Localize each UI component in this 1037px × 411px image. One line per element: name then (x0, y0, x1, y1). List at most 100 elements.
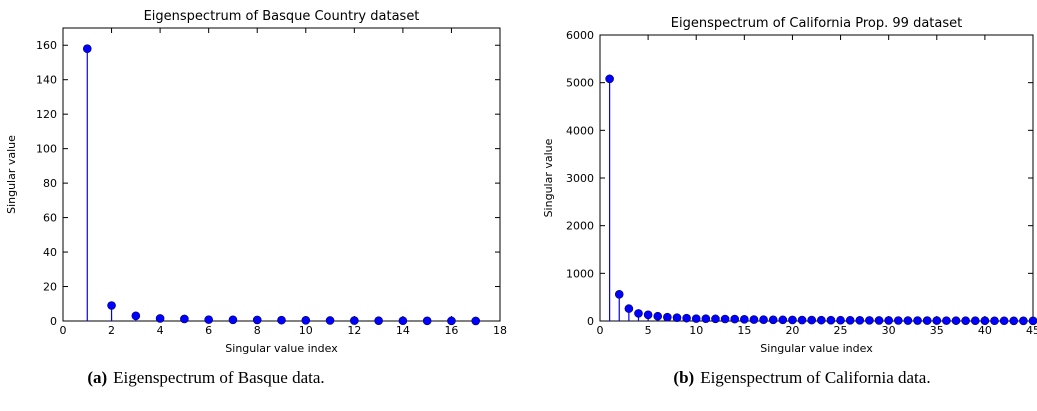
marker (634, 309, 643, 318)
marker (797, 315, 807, 325)
marker (398, 316, 408, 326)
y-tick-label: 1000 (566, 267, 594, 280)
x-tick-label: 5 (645, 324, 652, 337)
x-axis-label: Singular value index (760, 342, 873, 355)
marker (107, 301, 116, 310)
plot-area (62, 27, 501, 322)
marker (759, 315, 768, 324)
marker (624, 304, 634, 313)
marker (180, 314, 189, 324)
x-tick-label: 10 (299, 324, 313, 337)
x-tick-label: 12 (347, 324, 361, 337)
x-tick-label: 35 (930, 324, 944, 337)
marker (325, 316, 335, 325)
marker (643, 310, 653, 320)
marker (471, 316, 481, 326)
marker (903, 316, 913, 325)
marker (252, 315, 262, 325)
marker (961, 316, 970, 325)
marker (614, 290, 624, 299)
marker (932, 316, 942, 325)
marker (942, 316, 951, 325)
marker (1028, 316, 1037, 326)
marker (951, 316, 961, 325)
marker (682, 313, 691, 323)
marker (672, 313, 682, 322)
marker (1019, 316, 1028, 326)
marker (788, 315, 797, 325)
marker (836, 315, 845, 325)
y-axis-label: Singular value (5, 135, 18, 214)
y-tick-label: 2000 (566, 220, 594, 233)
chart-title: Eigenspectrum of California Prop. 99 dat… (671, 16, 962, 31)
marker (653, 311, 663, 321)
x-tick-label: 14 (396, 324, 410, 337)
x-tick-label: 4 (157, 324, 164, 337)
caption-text: Eigenspectrum of California data. (700, 368, 931, 387)
marker (82, 44, 92, 53)
x-tick-label: 2 (108, 324, 115, 337)
y-tick-label: 0 (587, 315, 594, 328)
caption-label: (b) (673, 368, 695, 387)
y-tick-label: 100 (36, 143, 57, 156)
y-tick-label: 40 (43, 246, 57, 259)
marker (720, 314, 730, 324)
marker (204, 315, 213, 324)
y-tick-label: 4000 (566, 124, 594, 137)
y-tick-label: 120 (36, 108, 57, 121)
marker (701, 314, 711, 324)
x-tick-label: 15 (737, 324, 751, 337)
marker (131, 311, 141, 321)
x-tick-label: 0 (60, 324, 67, 337)
marker (807, 315, 816, 325)
marker (447, 316, 456, 326)
x-tick-label: 10 (689, 324, 703, 337)
marker (990, 316, 999, 326)
chart-title: Eigenspectrum of Basque Country dataset (144, 9, 420, 24)
y-tick-label: 3000 (566, 172, 594, 185)
marker (913, 316, 922, 325)
y-tick-label: 0 (50, 315, 57, 328)
marker (730, 314, 740, 324)
x-tick-label: 40 (978, 324, 992, 337)
y-tick-label: 6000 (566, 29, 594, 42)
marker (826, 315, 836, 325)
marker (768, 315, 778, 325)
marker (711, 314, 720, 324)
y-tick-label: 80 (43, 177, 57, 190)
y-tick-label: 160 (36, 39, 57, 52)
marker (980, 316, 990, 326)
y-axis-label: Singular value (542, 138, 555, 217)
x-axis-label: Singular value index (225, 342, 338, 355)
marker (374, 316, 383, 325)
marker (817, 315, 826, 325)
plot-area (599, 34, 1034, 322)
marker (865, 316, 874, 325)
marker (855, 316, 865, 325)
y-tick-label: 140 (36, 74, 57, 87)
x-tick-label: 16 (444, 324, 458, 337)
marker (1009, 316, 1019, 326)
caption: (b) Eigenspectrum of California data. (673, 368, 930, 388)
marker (350, 316, 359, 325)
x-tick-label: 45 (1026, 324, 1037, 337)
x-tick-label: 6 (205, 324, 212, 337)
marker (999, 316, 1009, 326)
y-tick-label: 5000 (566, 77, 594, 90)
marker (749, 315, 759, 324)
marker (228, 315, 238, 325)
marker (155, 314, 165, 323)
marker (970, 316, 980, 325)
y-tick-label: 20 (43, 281, 57, 294)
marker (277, 315, 286, 325)
marker (422, 316, 432, 326)
marker (740, 315, 749, 324)
x-tick-label: 20 (785, 324, 799, 337)
caption-label: (a) (87, 368, 108, 387)
x-tick-label: 8 (254, 324, 261, 337)
marker (605, 74, 614, 84)
marker (922, 316, 932, 325)
x-tick-label: 18 (493, 324, 507, 337)
caption: (a) Eigenspectrum of Basque data. (87, 368, 324, 388)
